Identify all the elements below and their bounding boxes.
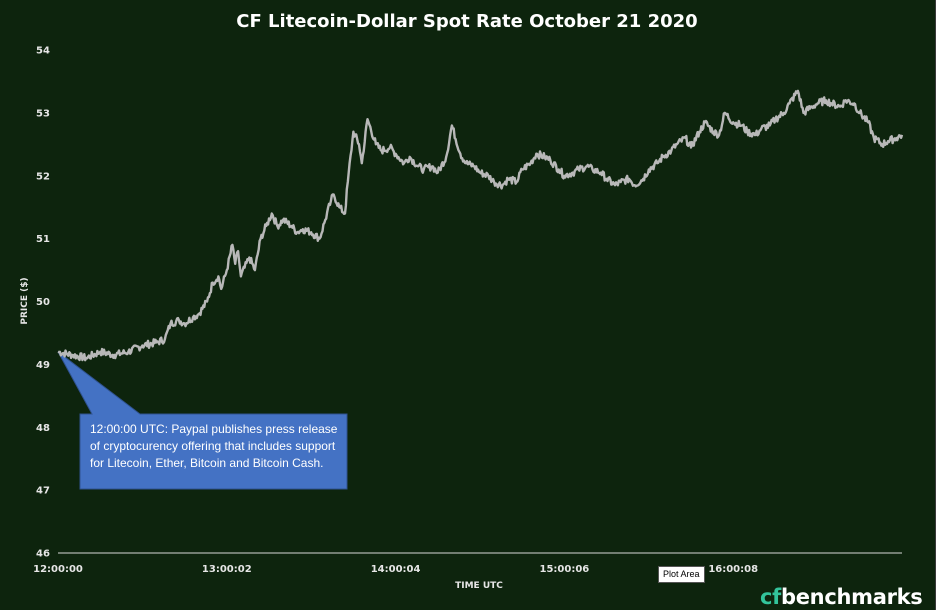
annotation-callout	[57, 351, 348, 490]
x-tick-label: 14:00:04	[371, 564, 421, 575]
x-tick-label: 12:00:00	[33, 564, 83, 575]
y-axis-title: PRICE ($)	[20, 277, 30, 324]
y-tick-label: 51	[36, 234, 50, 245]
y-tick-label: 49	[36, 360, 50, 371]
y-tick-label: 47	[36, 486, 50, 497]
y-tick-label: 52	[36, 171, 50, 182]
brand-logo-cf: cf	[760, 585, 781, 609]
x-axis-title: TIME UTC	[455, 581, 503, 591]
y-axis-ticks: 54 53 52 51 50 49 48 47 46	[36, 46, 50, 560]
x-tick-label: 13:00:02	[202, 564, 252, 575]
y-tick-label: 54	[36, 46, 50, 57]
y-tick-label: 48	[36, 423, 50, 434]
y-tick-label: 50	[36, 297, 50, 308]
x-axis-ticks: 12:00:00 13:00:02 14:00:04 15:00:06 16:00:08	[33, 564, 758, 575]
brand-logo-benchmarks: benchmarks	[781, 585, 923, 609]
y-tick-label: 46	[36, 549, 50, 560]
annotation-text: 12:00:00 UTC: Paypal publishes press rel…	[90, 422, 338, 470]
brand-logo: cfbenchmarks	[760, 585, 923, 610]
y-tick-label: 53	[36, 108, 50, 119]
x-tick-label: 15:00:06	[540, 564, 590, 575]
plot-area-tooltip: Plot Area	[658, 566, 705, 583]
series-line-ltc-usd	[57, 89, 904, 362]
chart-title: CF Litecoin-Dollar Spot Rate October 21 …	[236, 11, 697, 32]
x-tick-label: 16:00:08	[708, 564, 758, 575]
